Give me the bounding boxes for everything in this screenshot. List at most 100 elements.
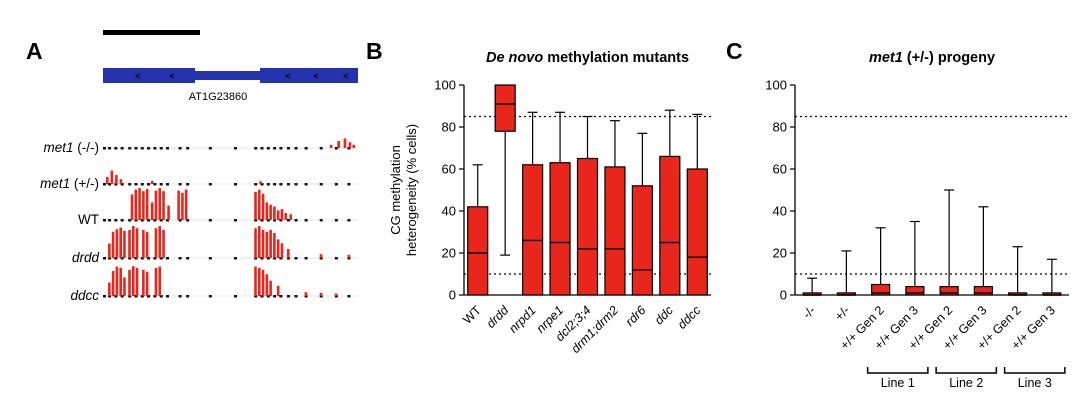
y-tick-label: 100: [434, 78, 456, 93]
y-tick-label: 80: [442, 120, 456, 135]
site-tick: [266, 257, 270, 260]
methylation-signal-bar: [128, 229, 131, 258]
box: [467, 206, 489, 296]
site-tick: [334, 219, 338, 222]
box: [659, 155, 681, 296]
site-tick: [166, 295, 169, 298]
site-tick: [208, 295, 212, 298]
y-axis-label: CG methylation: [388, 145, 403, 235]
methylation-signal-bar: [347, 254, 351, 258]
site-tick: [273, 219, 277, 222]
site-tick: [208, 219, 212, 222]
methylation-signal-bar: [280, 243, 284, 258]
group-bracket: [1003, 367, 1066, 374]
methylation-signal-bar: [259, 181, 262, 184]
site-tick: [178, 147, 182, 150]
methylation-signal-bar: [181, 192, 184, 220]
site-tick: [186, 183, 190, 186]
site-tick: [334, 183, 338, 186]
site-tick: [140, 219, 144, 222]
site-tick: [166, 257, 169, 260]
site-tick: [286, 219, 290, 222]
site-tick: [186, 295, 190, 298]
track-row-label: drdd: [72, 250, 100, 265]
site-tick: [294, 295, 298, 298]
site-tick: [178, 183, 182, 186]
chart-title: De novo methylation mutants: [486, 50, 689, 66]
site-tick: [159, 295, 163, 298]
methylation-signal-bar: [319, 292, 323, 296]
site-tick: [147, 219, 151, 222]
site-tick: [334, 257, 338, 260]
methylation-signal-bar: [131, 226, 135, 258]
methylation-signal-bar: [273, 206, 276, 220]
site-tick: [254, 219, 258, 222]
site-tick: [134, 295, 138, 298]
site-tick: [260, 219, 264, 222]
methylation-signal-bar: [334, 293, 338, 296]
methylation-signal-bar: [142, 229, 145, 258]
site-tick: [108, 257, 112, 260]
box: [549, 162, 571, 296]
site-tick: [260, 295, 264, 298]
site-tick: [153, 295, 157, 298]
methylation-signal-bar: [108, 282, 111, 296]
strand-arrow-icon: <: [135, 71, 140, 81]
methylation-signal-bar: [123, 277, 126, 296]
site-tick: [347, 295, 351, 298]
site-tick: [140, 257, 144, 260]
methylation-signal-bar: [265, 202, 269, 220]
methylation-signal-bar: [142, 191, 145, 220]
site-tick: [234, 183, 238, 186]
methylation-signal-bar: [130, 194, 134, 220]
methylation-signal-bar: [115, 175, 118, 184]
site-tick: [347, 183, 351, 186]
methylation-signal-bar: [111, 231, 115, 258]
y-tick-label: 0: [449, 288, 456, 303]
methylation-signal-bar: [284, 212, 288, 220]
site-tick: [234, 219, 238, 222]
methylation-signal-bar: [128, 269, 131, 296]
site-tick: [254, 183, 258, 186]
site-tick: [186, 219, 190, 222]
methylation-signal-bar: [145, 271, 149, 296]
site-tick: [304, 183, 308, 186]
track-row-label: met1 (-/-): [44, 140, 100, 155]
methylation-signal-bar: [269, 229, 272, 258]
site-tick: [319, 219, 323, 222]
gene-model-segment: [195, 71, 260, 80]
methylation-signal-bar: [276, 210, 280, 220]
site-tick: [334, 147, 338, 150]
site-tick: [234, 257, 238, 260]
site-tick: [114, 219, 118, 222]
box: [604, 166, 626, 296]
group-label: Line 2: [949, 376, 983, 390]
x-category-label: nrpd1: [506, 303, 539, 336]
track-row-label: ddcc: [70, 288, 99, 303]
site-tick: [254, 147, 258, 150]
methylation-signal-bar: [319, 254, 323, 258]
methylation-signal-bar: [158, 226, 162, 258]
methylation-signal-bar: [337, 140, 340, 148]
site-tick: [134, 219, 138, 222]
site-tick: [279, 147, 283, 150]
gene-model-segment: [103, 68, 195, 83]
site-tick: [114, 183, 118, 186]
methylation-signal-bar: [154, 190, 158, 220]
group-label: Line 3: [1018, 376, 1052, 390]
site-tick: [254, 257, 258, 260]
methylation-signal-bar: [257, 267, 261, 296]
site-tick: [147, 257, 151, 260]
methylation-signal-bar: [254, 191, 257, 220]
site-tick: [304, 257, 308, 260]
site-tick: [166, 183, 169, 186]
site-tick: [347, 219, 351, 222]
site-tick: [159, 257, 163, 260]
site-tick: [103, 183, 106, 186]
site-tick: [108, 183, 112, 186]
site-tick: [134, 183, 138, 186]
site-tick: [147, 147, 151, 150]
site-tick: [108, 295, 112, 298]
site-tick: [128, 183, 132, 186]
